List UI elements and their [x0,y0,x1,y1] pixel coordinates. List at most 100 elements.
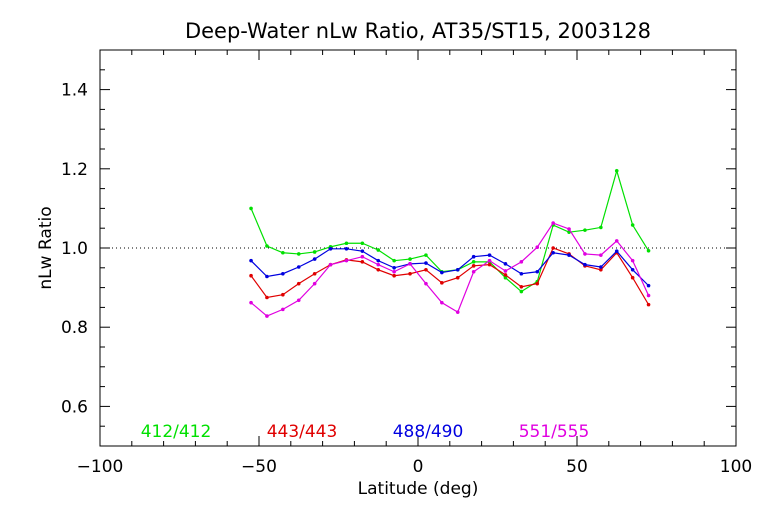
y-tick-label: 1.2 [61,160,88,180]
data-point [312,281,317,286]
data-point [344,258,349,263]
data-point [599,267,603,272]
data-point [630,223,635,227]
data-point [583,262,587,267]
data-point [583,252,587,256]
data-point [408,262,412,266]
data-point [312,271,317,276]
data-point [296,265,301,269]
legend-entry: 443/443 [267,422,338,442]
data-point [424,261,428,265]
y-tick-label: 0.8 [61,318,88,338]
data-point [471,254,476,259]
data-point [360,241,365,246]
data-point [249,273,253,278]
data-point [440,281,444,285]
data-point [599,225,603,230]
data-point [487,258,492,263]
data-point [519,285,524,289]
data-point [551,250,555,255]
data-point [376,267,381,272]
legend: 412/412 443/443 488/490 551/555 [141,422,590,442]
data-point [392,273,396,278]
data-point [424,253,428,257]
data-point [344,246,349,251]
data-point [646,293,651,298]
series-line [250,247,650,305]
x-tick-label: 0 [413,457,424,477]
data-point [503,273,508,277]
data-point [265,314,269,318]
data-point [376,248,381,252]
y-tick-label: 1.4 [61,81,88,101]
data-point [392,269,396,274]
x-tick-label: 50 [566,457,588,477]
data-point [503,262,508,266]
data-point [408,271,412,276]
data-point [630,267,635,272]
data-point [440,270,444,275]
data-point [630,258,635,263]
series-3 [249,221,651,318]
data-point [328,246,333,251]
data-point [646,302,651,307]
data-point [328,262,333,267]
data-point [471,260,476,264]
data-point [551,221,555,225]
data-point [503,275,508,280]
data-point [614,168,619,173]
x-tick-labels: −100 −50 0 50 100 [77,457,753,477]
data-point [535,281,540,286]
data-point [408,257,412,261]
data-point [281,307,285,312]
data-point [614,249,619,253]
data-point [376,258,381,263]
data-point [424,267,428,272]
data-point [440,300,444,305]
data-point [519,289,524,294]
data-point [455,310,460,314]
data-point [281,292,285,297]
axis-ticks [99,49,737,447]
data-point [519,260,524,264]
data-point [312,250,317,254]
data-point [265,274,269,279]
data-point [583,228,587,232]
data-point [599,253,603,257]
series-line [250,248,649,287]
data-point [360,260,365,264]
legend-entry: 488/490 [393,422,464,442]
data-point [281,250,285,255]
series-1 [249,246,651,307]
y-tick-label: 1.0 [61,239,88,259]
data-point [296,281,301,286]
data-point [344,241,349,246]
data-point [265,295,269,300]
y-tick-labels: 0.6 0.8 1.0 1.2 1.4 [61,81,88,418]
data-point [567,227,571,231]
data-point [424,281,428,286]
data-point [646,283,651,288]
y-axis-label: nLw Ratio [36,206,56,289]
data-point [360,254,365,259]
y-tick-label: 0.6 [61,397,88,417]
x-tick-label: −100 [77,457,124,477]
data-point [471,264,476,268]
data-point [392,258,396,263]
data-point [455,275,460,280]
data-point [599,265,603,269]
data-point [630,275,635,280]
series-layer [249,168,651,318]
data-point [455,267,460,272]
series-2 [249,246,651,288]
data-point [312,257,317,261]
data-point [296,252,301,256]
legend-entry: 412/412 [141,422,212,442]
data-point [265,244,269,248]
data-point [487,262,492,267]
data-point [646,248,651,253]
data-point [519,271,524,276]
series-line [250,222,650,317]
data-point [392,266,396,270]
